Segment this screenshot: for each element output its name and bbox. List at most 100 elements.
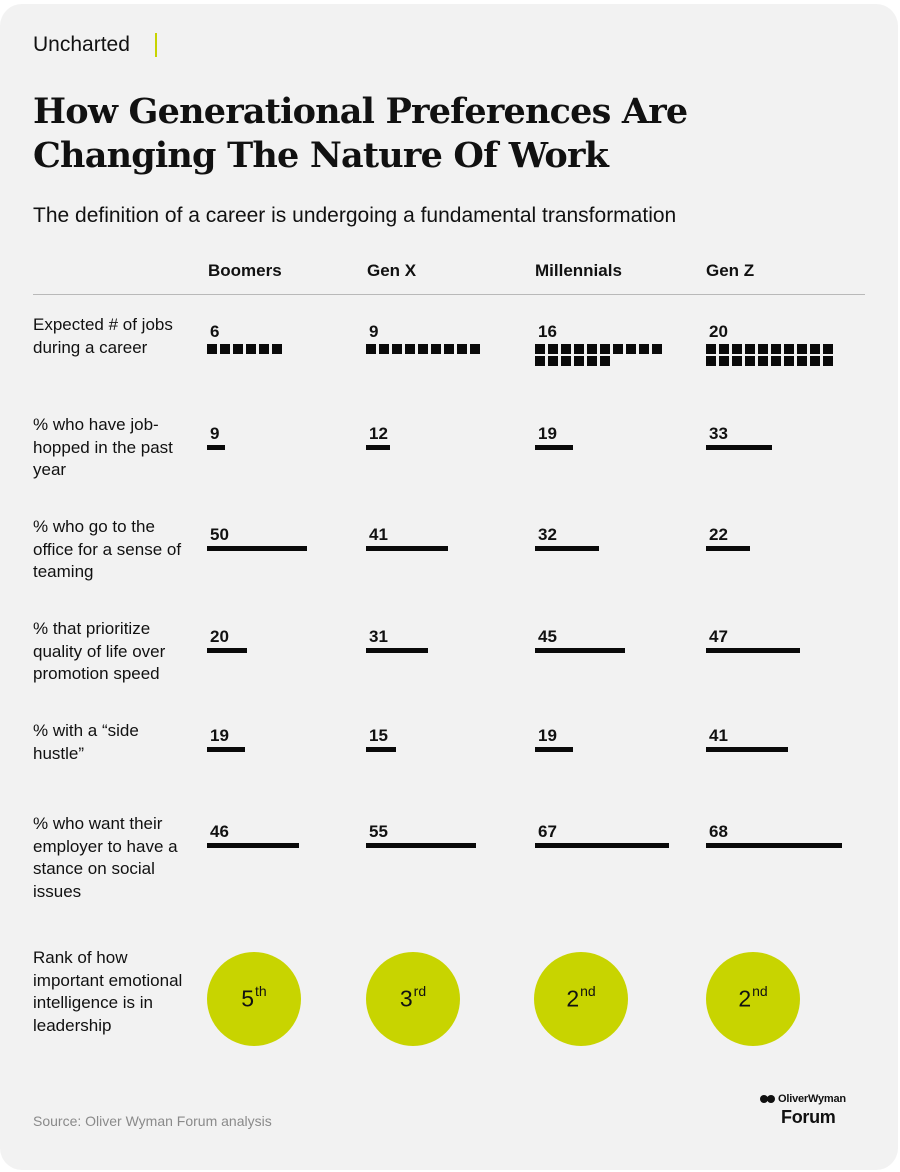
column-header-boomers: Boomers	[208, 261, 282, 280]
value-bar	[366, 648, 428, 653]
rank-number: 2	[738, 985, 752, 1012]
job-square	[652, 344, 662, 354]
job-square	[758, 344, 768, 354]
value-label: 55	[369, 822, 388, 841]
value-label: 33	[709, 424, 728, 443]
job-square	[771, 344, 781, 354]
job-square	[587, 356, 597, 366]
job-square	[207, 344, 217, 354]
value-label: 16	[538, 322, 557, 341]
row-label-office-teaming: % who go to the office for a sense of te…	[33, 517, 182, 581]
value-bar	[706, 445, 772, 450]
job-square	[732, 344, 742, 354]
value-label: 20	[709, 322, 728, 341]
value-bar	[207, 445, 225, 450]
value-label: 46	[210, 822, 229, 841]
rank-number: 2	[566, 985, 580, 1012]
rank-circle-gen-z: 2nd	[706, 952, 800, 1046]
value-label: 6	[210, 322, 220, 341]
value-bar	[366, 445, 390, 450]
value-label: 9	[369, 322, 379, 341]
column-header-gen-x: Gen X	[367, 261, 417, 280]
logo-name: OliverWyman	[778, 1093, 846, 1105]
job-square	[233, 344, 243, 354]
value-bar	[535, 648, 625, 653]
value-bar	[535, 546, 599, 551]
job-square	[457, 344, 467, 354]
job-square	[784, 344, 794, 354]
rank-label: 2nd	[738, 983, 767, 1013]
job-square	[535, 344, 545, 354]
brand-label: Uncharted	[33, 33, 130, 56]
rank-circle-millennials: 2nd	[534, 952, 628, 1046]
value-bar	[706, 648, 800, 653]
job-square	[745, 344, 755, 354]
job-square	[600, 356, 610, 366]
value-bar	[706, 747, 788, 752]
value-label: 22	[709, 525, 728, 544]
job-square	[823, 344, 833, 354]
job-square	[810, 344, 820, 354]
job-square	[745, 356, 755, 366]
value-label: 47	[709, 627, 728, 646]
value-label: 45	[538, 627, 557, 646]
value-bar	[366, 747, 396, 752]
job-square	[246, 344, 256, 354]
value-label: 20	[210, 627, 229, 646]
job-square	[823, 356, 833, 366]
value-bar	[207, 648, 247, 653]
row-label-jobs: Expected # of jobs during a career	[33, 315, 173, 357]
header-divider	[33, 294, 865, 295]
job-square	[771, 356, 781, 366]
job-square	[418, 344, 428, 354]
value-label: 19	[538, 726, 557, 745]
job-square	[272, 344, 282, 354]
job-square	[797, 356, 807, 366]
job-square	[405, 344, 415, 354]
logo-sub: Forum	[781, 1107, 836, 1127]
job-square	[259, 344, 269, 354]
value-label: 41	[709, 726, 728, 745]
job-square	[784, 356, 794, 366]
page-subtitle: The definition of a career is undergoing…	[33, 204, 677, 227]
value-label: 9	[210, 424, 220, 443]
value-bar	[207, 843, 299, 848]
job-square	[379, 344, 389, 354]
rank-suffix: nd	[580, 983, 596, 1000]
job-square	[431, 344, 441, 354]
value-label: 19	[210, 726, 229, 745]
job-square	[470, 344, 480, 354]
row-label-quality-of-life: % that prioritize quality of life over p…	[33, 619, 166, 683]
value-label: 32	[538, 525, 557, 544]
job-square	[444, 344, 454, 354]
brand-divider	[155, 33, 157, 57]
row-label-side-hustle: % with a “side hustle”	[33, 721, 139, 763]
row-label-emotional-intelligence: Rank of how important emotional intellig…	[33, 948, 183, 1035]
oliver-wyman-forum-logo: OliverWyman Forum	[760, 1093, 870, 1133]
value-bar	[535, 843, 669, 848]
job-square	[366, 344, 376, 354]
job-square	[220, 344, 230, 354]
value-bar	[535, 747, 573, 752]
value-bar	[366, 843, 476, 848]
job-square	[587, 344, 597, 354]
job-square	[626, 344, 636, 354]
value-bar	[706, 546, 750, 551]
row-label-job-hopped: % who have job-hopped in the past year	[33, 415, 173, 479]
job-square	[758, 356, 768, 366]
job-square	[719, 356, 729, 366]
job-square	[392, 344, 402, 354]
rank-number: 3	[399, 985, 413, 1012]
value-label: 68	[709, 822, 728, 841]
column-header-millennials: Millennials	[535, 261, 622, 280]
source-note: Source: Oliver Wyman Forum analysis	[33, 1113, 272, 1129]
job-square	[574, 344, 584, 354]
rank-number: 5	[241, 985, 255, 1012]
value-label: 19	[538, 424, 557, 443]
job-square	[535, 356, 545, 366]
value-label: 15	[369, 726, 388, 745]
value-bar	[207, 546, 307, 551]
job-square	[732, 356, 742, 366]
rank-circle-boomers: 5th	[207, 952, 301, 1046]
job-square	[810, 356, 820, 366]
